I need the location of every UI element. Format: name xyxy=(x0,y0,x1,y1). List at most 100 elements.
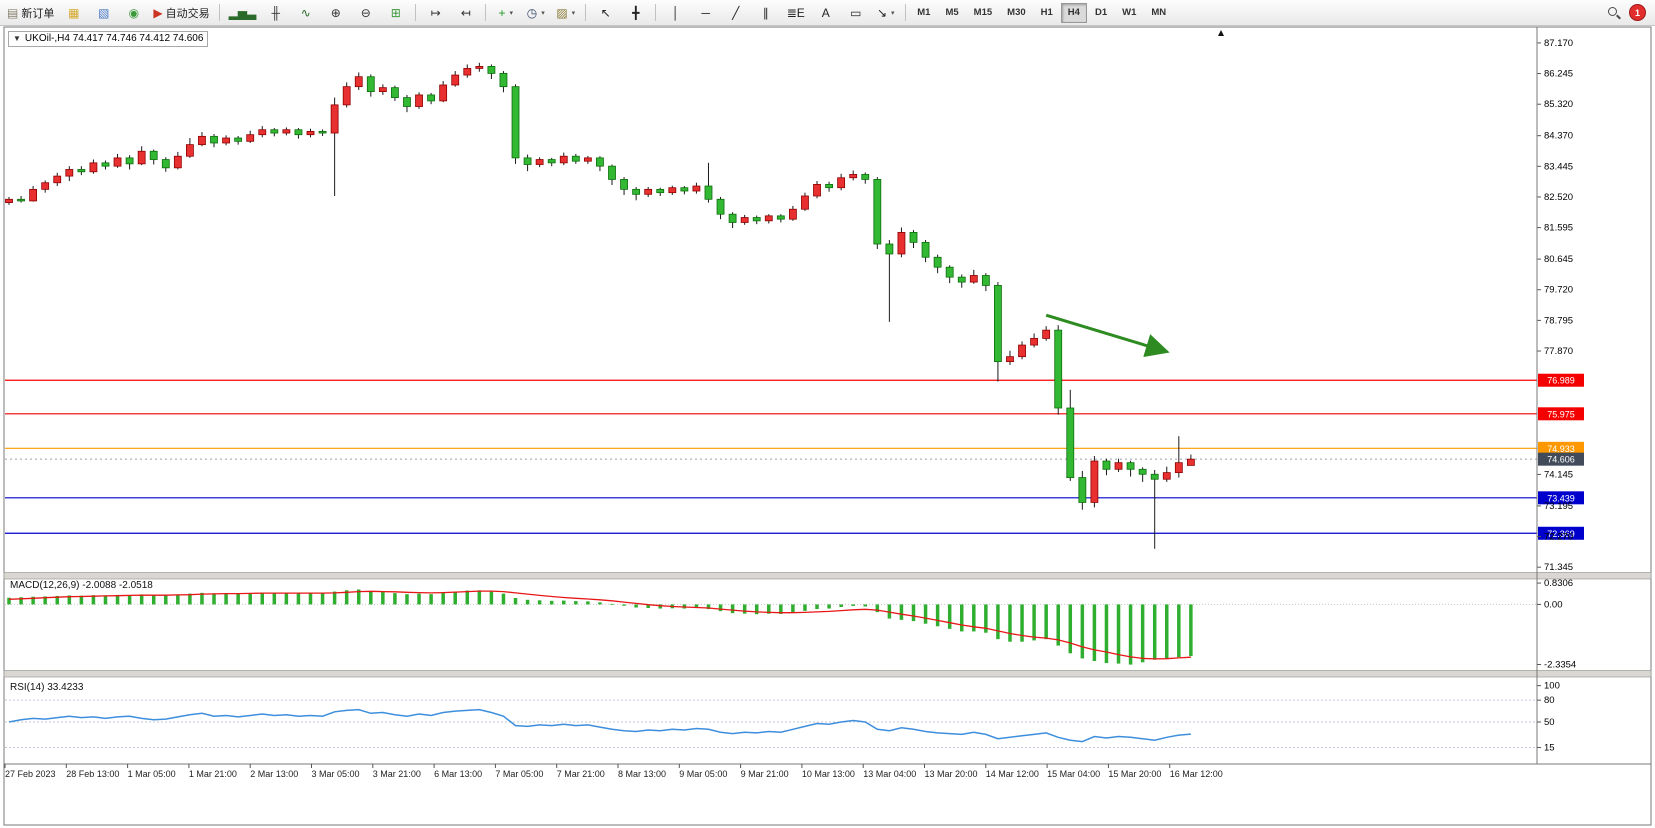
candle-body xyxy=(752,217,761,222)
price-level-badge xyxy=(1538,491,1584,505)
vertical-line-icon: │ xyxy=(672,5,680,20)
search-icon[interactable] xyxy=(1607,6,1621,20)
tile-windows-button[interactable]: ⊞ xyxy=(381,2,410,24)
candle-body xyxy=(475,66,484,69)
cursor-button[interactable]: ↖ xyxy=(591,2,620,24)
new-order-button[interactable]: ▤ 新订单 xyxy=(3,2,58,24)
candle-body xyxy=(559,155,568,164)
main-toolbar: ▤ 新订单 ▦ ▧ ◉ ▶ 自动交易 ▂▅▃ ╫ ∿ ⊕ ⊖ ⊞ ↦ ↤ + ▾ ◷ ▾ ▨ ▾ ↖ ╋ │ ─ ╱ ∥ ≣E A ▭ ↘ ▾… xyxy=(0,0,1655,26)
crosshair-button[interactable]: ╋ xyxy=(621,2,650,24)
macd-histogram-bar xyxy=(1092,604,1097,661)
periods-button-chevron-icon[interactable]: ▾ xyxy=(541,9,545,17)
indicators-button-chevron-icon[interactable]: ▾ xyxy=(509,9,514,17)
price-axis[interactable]: 87.170 86.245 85.320 84.370 83.445 82.520 81.5… xyxy=(1537,38,1573,573)
candle-body xyxy=(957,276,966,283)
zoom-out-button[interactable]: ⊖ xyxy=(351,2,380,24)
time-axis-label: 1 Mar 05:00 xyxy=(128,769,176,779)
indicators-button[interactable]: + ▾ xyxy=(491,2,520,24)
price-axis-label: 85.320 xyxy=(1544,99,1573,110)
candle-body xyxy=(487,66,496,74)
charts-button[interactable]: ▧ xyxy=(89,2,118,24)
fibonacci-button[interactable]: ≣E xyxy=(781,2,810,24)
timeframe-button-m15[interactable]: M15 xyxy=(973,7,993,18)
candle-body xyxy=(378,87,387,93)
macd-histogram-bar xyxy=(31,596,35,605)
candle-body xyxy=(1066,407,1075,478)
candle-body xyxy=(403,97,411,107)
trendline-button[interactable]: ╱ xyxy=(721,2,750,24)
candle-body xyxy=(535,159,544,165)
candle-body xyxy=(198,135,206,146)
time-axis[interactable]: 27 Feb 2023 28 Feb 13:00 1 Mar 05:00 1 Mar … xyxy=(4,764,1223,779)
channel-icon: ∥ xyxy=(762,5,769,20)
horizontal-line-button[interactable]: ─ xyxy=(691,2,720,24)
collapse-icon[interactable]: ▼ xyxy=(13,34,21,43)
rsi-indicator-label: RSI(14) 33.4233 xyxy=(8,682,86,693)
text-icon: A xyxy=(821,5,830,20)
macd-histogram-bar xyxy=(164,595,168,605)
candle-body xyxy=(427,94,436,102)
templates-button[interactable]: ▨ ▾ xyxy=(551,2,580,24)
macd-histogram-bar xyxy=(875,604,880,613)
macd-histogram-bar xyxy=(501,593,506,605)
macd-histogram-bar xyxy=(7,597,11,605)
templates-button-chevron-icon[interactable]: ▾ xyxy=(571,9,576,17)
bar-chart-button[interactable]: ▂▅▃ xyxy=(225,2,261,24)
macd-histogram-bar xyxy=(923,604,928,624)
trend-arrow-annotation[interactable] xyxy=(1045,313,1170,358)
timeframe-button-w1[interactable]: W1 xyxy=(1122,7,1137,18)
time-axis-label: 10 Mar 13:00 xyxy=(802,769,855,779)
timeframe-button-h4[interactable]: H4 xyxy=(1060,2,1087,23)
refresh-button[interactable]: ◉ xyxy=(119,2,148,24)
time-axis-label: 13 Mar 20:00 xyxy=(925,769,978,779)
periods-icon: ◷ xyxy=(526,5,538,20)
timeframe-button-h1[interactable]: H1 xyxy=(1040,7,1053,18)
macd-histogram-bar xyxy=(477,590,482,605)
candle-body xyxy=(547,159,556,164)
auto-scroll-button[interactable]: ↦ xyxy=(421,2,450,24)
vertical-line-button[interactable]: │ xyxy=(661,2,690,24)
price-axis-label: 80.645 xyxy=(1544,254,1573,265)
candlestick-button[interactable]: ╫ xyxy=(261,2,290,24)
label-button[interactable]: ▭ xyxy=(841,2,870,24)
time-axis-label: 28 Feb 13:00 xyxy=(66,769,119,779)
refresh-icon: ◉ xyxy=(128,5,140,20)
chart-shift-button[interactable]: ↤ xyxy=(451,2,480,24)
panel-separator[interactable] xyxy=(3,670,1652,678)
shapes-button[interactable]: ↘ ▾ xyxy=(871,2,900,24)
periods-button[interactable]: ◷ ▾ xyxy=(521,2,550,24)
price-axis-label: 82.520 xyxy=(1544,192,1573,203)
candle-body xyxy=(185,144,194,157)
profiles-button[interactable]: ▦ xyxy=(59,2,88,24)
timeframe-button-d1[interactable]: D1 xyxy=(1094,7,1108,18)
line-chart-button[interactable]: ∿ xyxy=(291,2,320,24)
timeframe-button-mn[interactable]: MN xyxy=(1151,7,1167,18)
macd-histogram-bar xyxy=(1152,604,1157,660)
time-axis-label: 1 Mar 21:00 xyxy=(189,769,237,779)
auto-trading-button[interactable]: ▶ 自动交易 xyxy=(149,2,213,24)
candle-body xyxy=(933,256,942,268)
macd-histogram-bar xyxy=(236,593,240,605)
price-axis-label: 84.370 xyxy=(1544,131,1573,142)
macd-histogram-bar xyxy=(1104,604,1109,664)
candle-body xyxy=(716,198,725,215)
macd-histogram-bar xyxy=(1020,604,1024,642)
channel-button[interactable]: ∥ xyxy=(751,2,780,24)
candle-body xyxy=(1042,329,1051,339)
timeframe-button-m1[interactable]: M1 xyxy=(917,7,931,18)
price-axis-label: 72.270 xyxy=(1544,532,1573,543)
text-button[interactable]: A xyxy=(811,2,840,24)
macd-histogram-bar xyxy=(284,592,289,605)
candle-body xyxy=(222,137,230,144)
panel-separator[interactable] xyxy=(3,572,1652,580)
macd-histogram-bar xyxy=(272,593,277,605)
timeframe-button-m5[interactable]: M5 xyxy=(945,7,959,18)
zoom-in-button[interactable]: ⊕ xyxy=(321,2,350,24)
timeframe-button-m30[interactable]: M30 xyxy=(1007,7,1026,18)
time-axis-label: 8 Mar 13:00 xyxy=(618,769,666,779)
shapes-button-chevron-icon[interactable]: ▾ xyxy=(891,9,895,17)
macd-histogram-bar xyxy=(489,591,494,605)
notification-badge[interactable]: 1 xyxy=(1629,4,1646,21)
candle-body xyxy=(113,157,122,167)
